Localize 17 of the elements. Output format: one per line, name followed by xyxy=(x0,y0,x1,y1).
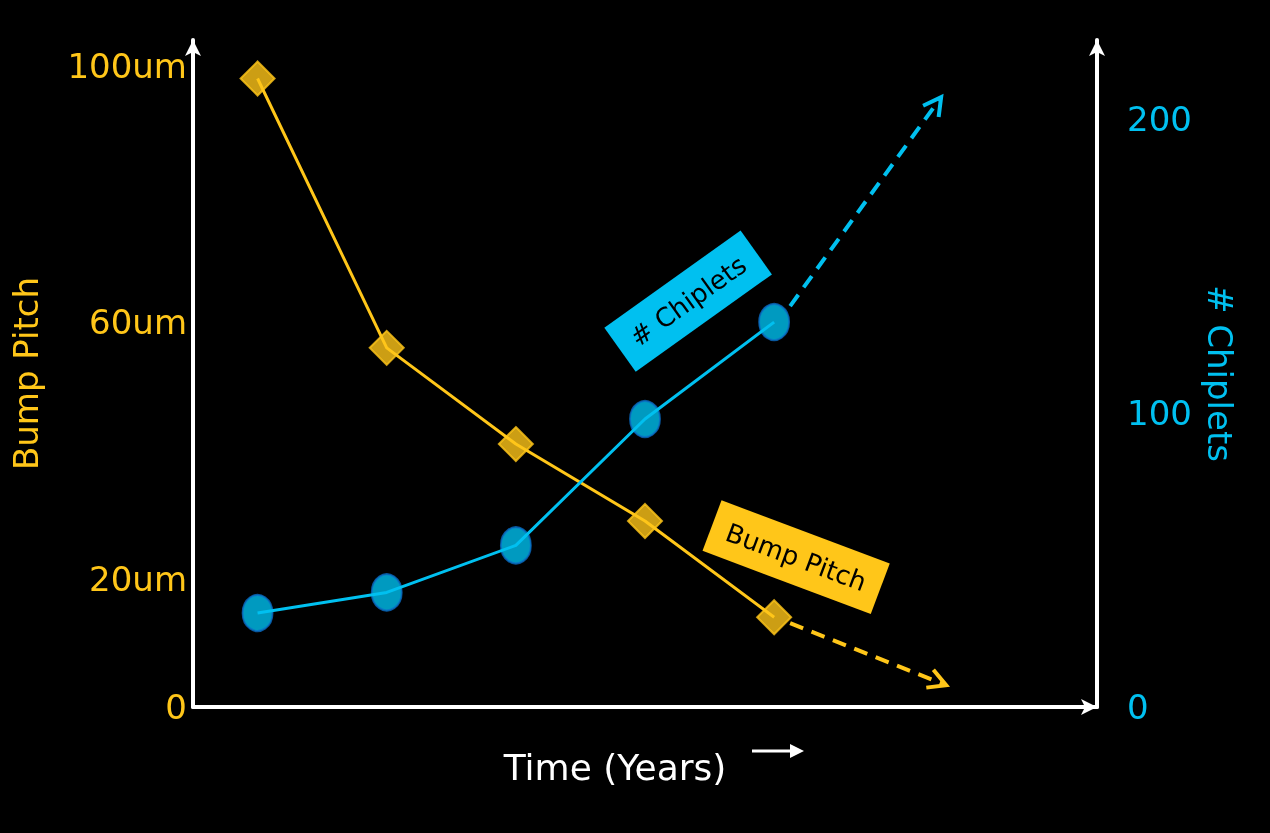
point xyxy=(499,526,532,565)
y2-tick-label: 0 xyxy=(1127,687,1149,727)
y2-axis-title: # Chiplets xyxy=(1199,284,1240,463)
point xyxy=(758,303,791,342)
point xyxy=(241,593,274,632)
y-tick-label: 60um xyxy=(89,302,187,343)
y2-tick-label: 100 xyxy=(1127,393,1192,434)
y2-tick-label: 200 xyxy=(1127,99,1192,140)
y-axis-title: Bump Pitch xyxy=(6,276,46,471)
y-tick-label: 20um xyxy=(89,558,187,599)
point xyxy=(627,503,663,540)
y-tick-label: 0 xyxy=(165,687,187,727)
point xyxy=(239,60,276,97)
x-axis-title: Time (Years) xyxy=(502,746,727,788)
y-tick-label: 100um xyxy=(67,45,187,86)
point xyxy=(756,599,793,636)
point xyxy=(370,573,403,612)
